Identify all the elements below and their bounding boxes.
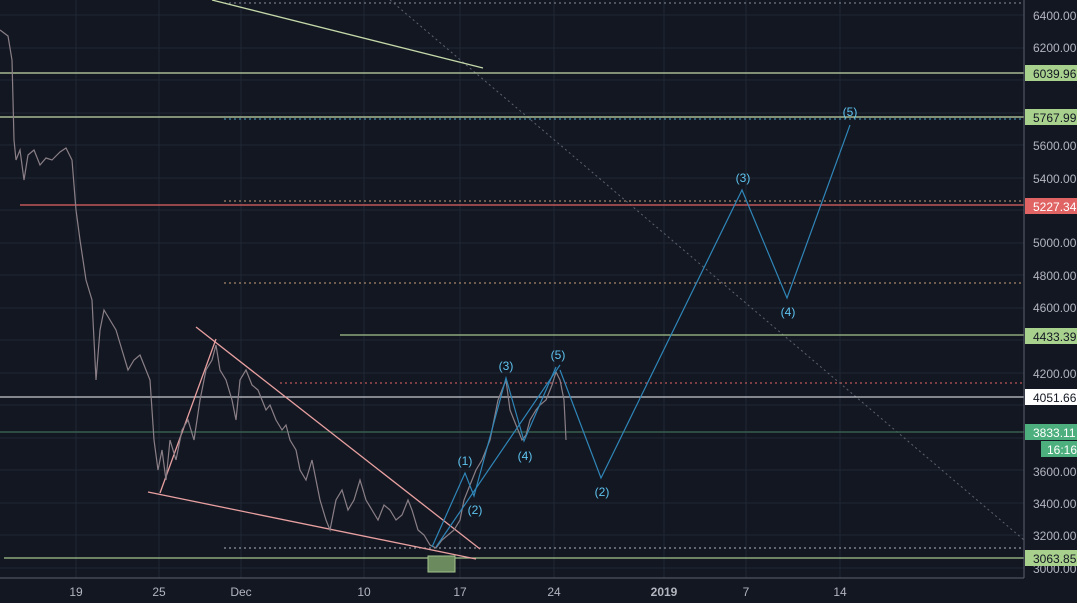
badge-countdown: 16:16 [1047, 443, 1077, 457]
wave-label-1: (1) [458, 454, 473, 468]
svg-text:4800.00: 4800.00 [1033, 269, 1077, 283]
svg-text:5600.00: 5600.00 [1033, 139, 1077, 153]
elliott-wave-projected[interactable] [559, 124, 851, 480]
svg-text:2019: 2019 [651, 585, 678, 599]
svg-text:4600.00: 4600.00 [1033, 301, 1077, 315]
svg-text:10: 10 [357, 585, 371, 599]
proj-wave-label-4: (4) [781, 305, 796, 319]
badge-5227: 5227.34 [1033, 200, 1077, 214]
svg-text:14: 14 [833, 585, 847, 599]
price-badges: 6039.96 5767.99 5227.34 4433.39 4051.66 … [1025, 65, 1077, 566]
badge-6039: 6039.96 [1033, 67, 1077, 81]
badge-4433: 4433.39 [1033, 330, 1077, 344]
price-axis-bg[interactable] [1025, 0, 1077, 603]
badge-3063: 3063.85 [1033, 552, 1077, 566]
svg-text:5000.00: 5000.00 [1033, 236, 1077, 250]
svg-text:6400.00: 6400.00 [1033, 9, 1077, 23]
svg-text:24: 24 [547, 585, 561, 599]
svg-text:4200.00: 4200.00 [1033, 367, 1077, 381]
elliott-wave-completed-alt[interactable] [435, 364, 561, 548]
time-axis-bg[interactable] [0, 579, 1025, 603]
time-axis-ticks: 19 25 Dec 10 17 24 2019 7 14 [69, 585, 847, 599]
svg-text:25: 25 [152, 585, 166, 599]
svg-text:Dec: Dec [230, 585, 251, 599]
svg-text:6200.00: 6200.00 [1033, 41, 1077, 55]
proj-wave-label-3: (3) [736, 171, 751, 185]
elliott-wave-completed[interactable] [431, 366, 557, 548]
svg-text:3400.00: 3400.00 [1033, 497, 1077, 511]
wave-label-5: (5) [551, 348, 566, 362]
trend-lines[interactable] [147, 0, 484, 560]
badge-5767: 5767.99 [1033, 111, 1077, 125]
dotted-levels [224, 0, 1025, 549]
price-levels[interactable] [0, 72, 1024, 559]
badge-4051: 4051.66 [1033, 391, 1077, 405]
svg-text:17: 17 [453, 585, 467, 599]
wave-labels: (1) (2) (3) (4) (5) (2) (3) (4) (5) [458, 105, 858, 517]
svg-text:5400.00: 5400.00 [1033, 172, 1077, 186]
proj-wave-label-5: (5) [843, 105, 858, 119]
svg-text:19: 19 [69, 585, 83, 599]
wave-label-3: (3) [499, 359, 514, 373]
highlight-box[interactable] [427, 555, 456, 573]
svg-text:7: 7 [743, 585, 750, 599]
svg-text:3600.00: 3600.00 [1033, 465, 1077, 479]
grid [0, 0, 1024, 578]
proj-wave-label-2: (2) [595, 485, 610, 499]
price-axis-ticks: 6400.00 6200.00 5600.00 5400.00 5000.00 … [1033, 9, 1077, 576]
svg-text:3200.00: 3200.00 [1033, 529, 1077, 543]
badge-last-price: 3833.11 [1033, 426, 1076, 440]
wave-label-4: (4) [518, 449, 533, 463]
wave-label-2: (2) [468, 503, 483, 517]
